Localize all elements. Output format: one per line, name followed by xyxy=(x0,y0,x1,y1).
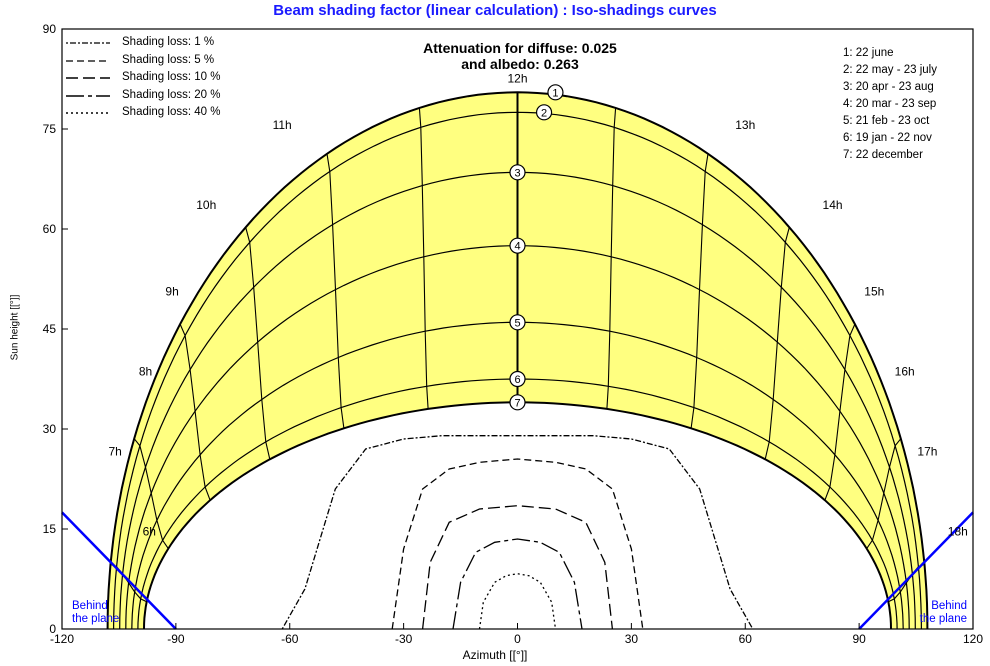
hour-label: 11h xyxy=(273,118,292,132)
iso-shading-curves xyxy=(281,435,754,630)
iso-shading-curve xyxy=(478,573,557,630)
legend-label: Shading loss: 20 % xyxy=(122,88,221,101)
hour-label: 9h xyxy=(165,285,178,299)
y-tick-label: 45 xyxy=(43,322,57,336)
sun-path-marker: 2 xyxy=(535,104,553,121)
attenuation-diffuse: Attenuation for diffuse: 0.025 xyxy=(423,40,617,56)
sun-path-marker-circle xyxy=(509,394,526,411)
hour-label: 13h xyxy=(735,118,755,132)
y-tick-label: 75 xyxy=(43,122,57,136)
hour-label: 7h xyxy=(108,445,121,459)
y-tick-label: 60 xyxy=(43,222,57,236)
sun-path-marker-label: 1 xyxy=(552,87,558,99)
x-tick-label: -60 xyxy=(281,632,299,646)
hour-line xyxy=(418,107,429,409)
x-tick-label: -30 xyxy=(395,632,413,646)
x-tick-label: 120 xyxy=(963,632,983,646)
sun-path-marker-label: 5 xyxy=(514,317,520,329)
date-legend-item: 1: 22 june xyxy=(843,47,894,59)
hour-label: 16h xyxy=(895,365,915,379)
y-tick-label: 0 xyxy=(49,622,56,636)
hour-label: 8h xyxy=(139,365,152,379)
hour-line xyxy=(245,227,271,460)
sun-path-marker-label: 2 xyxy=(541,107,547,119)
hour-label: 14h xyxy=(823,198,843,212)
date-legend-item: 4: 20 mar - 23 sep xyxy=(843,98,937,110)
x-tick-label: 30 xyxy=(625,632,639,646)
y-tick-label: 30 xyxy=(43,422,57,436)
sun-path-marker: 6 xyxy=(509,370,526,388)
sun-path-marker: 3 xyxy=(509,164,526,181)
legend-label: Shading loss: 5 % xyxy=(122,53,215,66)
sun-path-marker-label: 6 xyxy=(514,374,520,386)
sun-path-grid: 12 3 4 5 6 7 xyxy=(106,84,929,630)
behind-plane-line xyxy=(61,511,177,630)
y-tick-label: 90 xyxy=(43,22,57,36)
behind-plane-label: the plane xyxy=(72,613,119,625)
attenuation-albedo: and albedo: 0.263 xyxy=(461,56,579,72)
behind-plane-label: the plane xyxy=(920,613,967,625)
x-tick-label: 60 xyxy=(739,632,753,646)
legend-label: Shading loss: 1 % xyxy=(122,36,215,48)
hour-label: 6h xyxy=(143,525,156,539)
hour-line xyxy=(824,323,856,501)
sun-path-marker-label: 4 xyxy=(514,241,520,253)
hour-label: 12h xyxy=(507,71,527,85)
chart-title: Beam shading factor (linear calculation)… xyxy=(273,2,717,19)
x-tick-label: -120 xyxy=(50,632,74,646)
hour-line xyxy=(179,323,211,501)
x-axis-label: Azimuth [[°]] xyxy=(462,648,528,662)
sun-path-date-legend: 1: 22 june 2: 22 may - 23 july 3: 20 apr -… xyxy=(843,47,937,166)
hour-line xyxy=(690,153,709,429)
iso-shading-curve xyxy=(421,505,614,630)
hour-line xyxy=(133,438,169,549)
chart-labels: 6h 7h 8h 9h 10h 11h 12h 13h 14h 15h 16h 17h 18h xyxy=(108,71,967,538)
sun-path-marker-circle xyxy=(547,84,564,101)
x-tick-label: 90 xyxy=(852,632,866,646)
sun-path-marker-label: 3 xyxy=(514,167,520,179)
x-tick-label: -90 xyxy=(167,632,185,646)
sun-path-marker-label: 7 xyxy=(514,397,520,409)
sun-path-marker: 7 xyxy=(509,394,526,411)
iso-shading-curve xyxy=(281,435,754,630)
date-legend-item: 3: 20 apr - 23 aug xyxy=(843,81,934,93)
sun-path-marker-circle xyxy=(509,237,526,254)
behind-plane-line xyxy=(858,511,974,630)
sun-path-marker-circle xyxy=(509,370,526,388)
behind-plane-label: Behind xyxy=(72,600,108,612)
iso-shading-curve xyxy=(452,538,583,630)
hour-line xyxy=(764,227,790,460)
behind-plane-label: Behind xyxy=(931,600,967,612)
hour-label: 15h xyxy=(864,285,884,299)
legend-label: Shading loss: 40 % xyxy=(122,106,221,118)
sun-path-marker: 4 xyxy=(509,237,526,254)
sun-path-marker-circle xyxy=(509,314,526,331)
hour-label: 18h xyxy=(948,525,968,539)
x-tick-label: 0 xyxy=(514,632,521,646)
hour-line xyxy=(866,438,902,549)
date-legend-item: 2: 22 may - 23 july xyxy=(843,64,937,76)
sun-path-marker: 5 xyxy=(509,314,526,331)
date-legend-item: 6: 19 jan - 22 nov xyxy=(843,132,932,144)
iso-shading-curve xyxy=(391,458,644,630)
sun-path-marker-circle xyxy=(535,104,553,121)
date-legend-item: 5: 21 feb - 23 oct xyxy=(843,115,930,127)
hour-label: 10h xyxy=(196,198,216,212)
y-tick-label: 15 xyxy=(43,522,57,536)
sun-path-marker: 1 xyxy=(547,84,564,101)
legend-label: Shading loss: 10 % xyxy=(122,71,221,83)
hour-label: 17h xyxy=(917,445,937,459)
y-axis-label: Sun height [[°]] xyxy=(9,294,21,361)
hour-line xyxy=(326,153,345,429)
hour-line xyxy=(606,107,617,409)
date-legend-item: 7: 22 december xyxy=(843,149,923,161)
sun-path-marker-circle xyxy=(509,164,526,181)
